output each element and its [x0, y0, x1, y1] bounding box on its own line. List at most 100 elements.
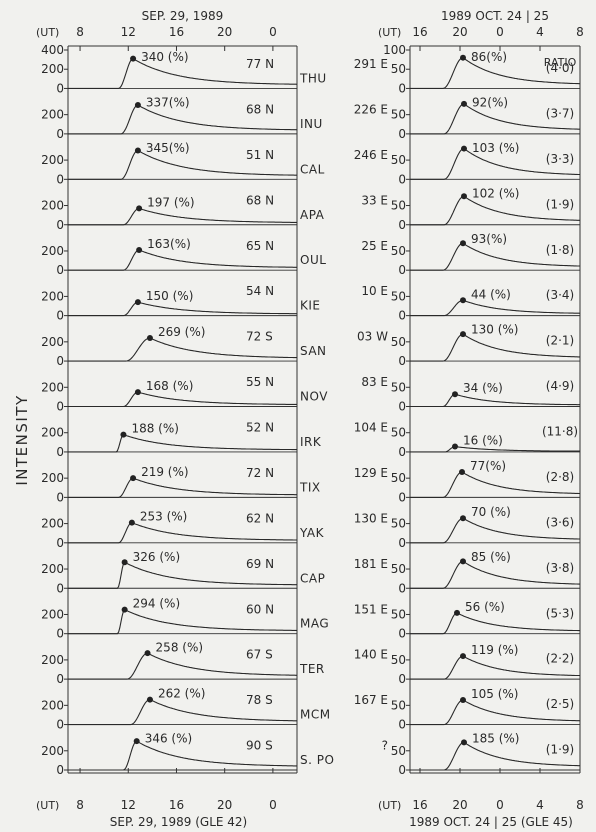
left-curve-mag [68, 609, 297, 635]
right-station-label-mcm: 167 E [354, 693, 388, 707]
left-ytick-label-yak-0: 0 [56, 536, 64, 550]
left-bottom-title: SEP. 29, 1989 (GLE 42) [110, 815, 247, 829]
left-ytick-label-ter-0: 0 [56, 672, 64, 686]
left-peak-pct-cap: 326 (%) [133, 550, 180, 564]
left-peak-pct-tix: 219 (%) [141, 465, 188, 479]
left-station-irk: 200 0 188 (%) 52 N [41, 421, 297, 459]
right-peak-pct-kie: 44 (%) [471, 287, 511, 301]
right-peak-pct-nov: 34 (%) [463, 381, 503, 395]
left-ytick-label-apa-0: 0 [56, 218, 64, 232]
right-peak-pct-tix: 77(%) [470, 459, 506, 473]
ratio-inu: (3·7) [546, 106, 574, 120]
left-ytick-label-thu-0: 0 [56, 81, 64, 95]
ratio-mag: (5·3) [546, 606, 574, 620]
right-station-apa: 50 0 102 (%) 33 E (1·9) [361, 186, 580, 232]
right-peak-pct-s-po: 185 (%) [472, 732, 519, 746]
right-peak-dot-san [460, 331, 466, 338]
left-ytick-label-s-po-200: 200 [41, 744, 64, 758]
right-station-label-ter: 140 E [354, 648, 388, 662]
right-peak-dot-s-po [461, 739, 467, 746]
right-station-label-cap: 181 E [354, 557, 388, 571]
left-curve-mcm [68, 699, 297, 726]
right-curve-thu [410, 57, 580, 89]
right-ytick-label-san-50: 50 [391, 335, 406, 349]
right-ytick-label-yak-50: 50 [391, 517, 406, 531]
left-bottom-ut-unit: (UT) [36, 799, 59, 812]
right-station-label-tix: 129 E [354, 466, 388, 480]
left-station-nov: 200 0 168 (%) 55 N [41, 375, 297, 414]
right-top-tick-label-3: 4 [536, 25, 544, 39]
left-station-label-tix: 72 N [246, 466, 274, 480]
right-ytick-label-apa-50: 50 [391, 199, 406, 213]
left-ytick-label-cal-200: 200 [41, 153, 64, 167]
right-peak-pct-thu: 86(%) [471, 50, 507, 64]
right-station-label-inu: 226 E [354, 102, 388, 116]
right-bottom-tick-label-0: 16 [412, 798, 427, 812]
left-station-label-mcm: 78 S [246, 693, 273, 707]
right-ytick-label-kie-50: 50 [391, 289, 406, 303]
right-station-label-san: 03 W [357, 330, 388, 344]
left-ytick-label-cal-0: 0 [56, 172, 64, 186]
left-peak-dot-ter [144, 650, 151, 657]
right-ytick-label-irk-0: 0 [398, 445, 406, 459]
right-top-tick-label-2: 0 [496, 25, 504, 39]
right-station-mcm: 50 0 105 (%) 167 E (2·5) [354, 687, 581, 732]
left-peak-dot-cap [121, 559, 128, 566]
left-station-tix: 200 0 219 (%) 72 N [41, 465, 297, 504]
left-ytick-label-s-po-0: 0 [56, 763, 64, 777]
left-curve-s-po [68, 740, 297, 771]
left-peak-dot-s-po [133, 738, 140, 745]
left-ytick-label-nov-0: 0 [56, 400, 64, 414]
left-station-kie: 200 0 150 (%) 54 N [41, 284, 297, 323]
left-peak-dot-kie [134, 299, 141, 306]
left-bottom-tick-label-1: 12 [121, 798, 136, 812]
left-peak-dot-mag [121, 606, 128, 613]
right-peak-pct-yak: 70 (%) [471, 505, 511, 519]
right-ytick-label-tix-50: 50 [391, 471, 406, 485]
right-curve-s-po [410, 741, 580, 771]
right-station-irk: 50 0 16 (%) 104 E (11·8) [354, 421, 580, 459]
right-peak-dot-yak [460, 515, 466, 522]
right-curve-ter [410, 655, 581, 680]
right-top-title: 1989 OCT. 24 | 25 [441, 9, 549, 23]
right-station-label-thu: 291 E [354, 57, 388, 71]
right-station-label-kie: 10 E [361, 284, 388, 298]
right-curve-irk [410, 446, 580, 453]
right-peak-dot-apa [461, 193, 467, 200]
station-code-cal: CAL [300, 162, 325, 176]
left-curve-kie [68, 301, 297, 317]
left-bottom-tick-label-3: 20 [217, 798, 232, 812]
left-panel-sep-1989: SEP. 29, 1989 SEP. 29, 1989 (GLE 42) (UT) (… [36, 9, 298, 829]
right-peak-dot-inu [461, 100, 467, 107]
right-ytick-label-san-0: 0 [398, 354, 406, 368]
left-peak-pct-oul: 163(%) [147, 237, 191, 251]
intensity-axis-label: INTENSITY [13, 394, 31, 485]
station-code-mag: MAG [300, 617, 329, 631]
right-bottom-tick-label-2: 0 [496, 798, 504, 812]
right-station-thu: 100 50 0 86(%) 291 E (4·0) [354, 43, 580, 95]
right-ytick-label-mcm-0: 0 [398, 718, 406, 732]
left-station-apa: 200 0 197 (%) 68 N [41, 193, 297, 232]
right-top-ut-unit: (UT) [378, 26, 401, 39]
station-code-cap: CAP [300, 571, 325, 585]
left-top-title: SEP. 29, 1989 [142, 9, 224, 23]
left-station-label-thu: 77 N [246, 57, 274, 71]
left-curve-ter [68, 652, 297, 680]
right-ytick-label-oul-0: 0 [398, 263, 406, 277]
left-ytick-label-oul-0: 0 [56, 263, 64, 277]
left-peak-dot-thu [130, 55, 137, 62]
station-code-ter: TER [299, 662, 325, 676]
left-curve-irk [68, 433, 297, 453]
station-code-yak: YAK [299, 526, 325, 540]
left-peak-dot-nov [134, 389, 141, 396]
right-ytick-label-thu-0: 0 [398, 81, 406, 95]
right-bottom-tick-label-1: 20 [452, 798, 467, 812]
right-peak-dot-tix [459, 469, 465, 476]
left-station-label-cap: 69 N [246, 557, 274, 571]
left-peak-dot-mcm [146, 696, 153, 703]
right-station-label-mag: 151 E [354, 602, 388, 616]
left-peak-pct-nov: 168 (%) [146, 379, 193, 393]
station-code-thu: THU [299, 71, 327, 85]
left-ytick-label-san-0: 0 [56, 354, 64, 368]
right-curve-oul [410, 242, 580, 271]
